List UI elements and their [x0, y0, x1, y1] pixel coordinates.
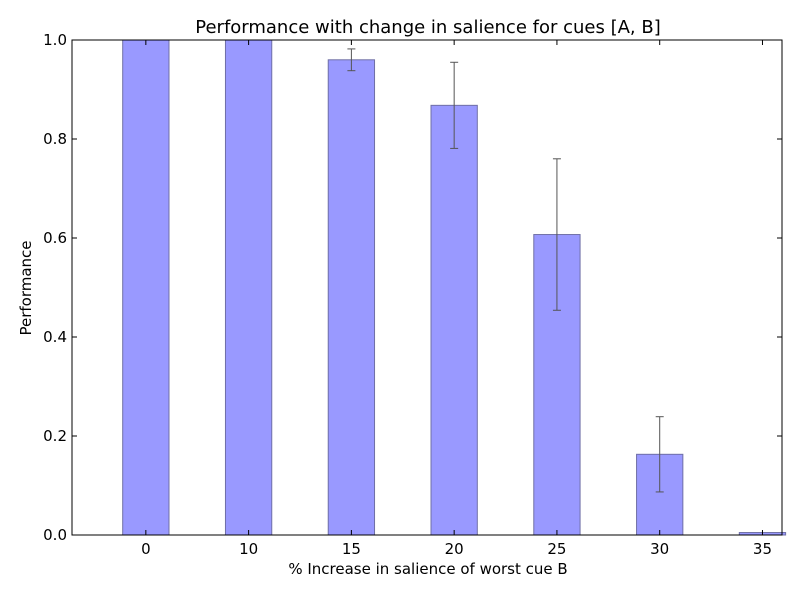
- error-bar-20: [450, 61, 459, 149]
- y-tick-label-0.8: 0.8: [43, 130, 67, 148]
- plot-area: [122, 39, 787, 536]
- plot-frame: [71, 39, 783, 536]
- y-tick-label-0.4: 0.4: [43, 328, 67, 346]
- y-tick-label-0.2: 0.2: [43, 427, 67, 445]
- y-axis-title: Performance: [17, 240, 35, 335]
- bar-15: [327, 59, 376, 536]
- bar-0: [122, 39, 170, 536]
- x-tick-label-0: 0: [141, 540, 151, 558]
- chart-title: Performance with change in salience for …: [195, 17, 660, 38]
- error-bar-30: [655, 416, 664, 493]
- x-tick-label-15: 15: [342, 540, 361, 558]
- x-tick-label-30: 30: [650, 540, 669, 558]
- x-axis: 0 10 15 20 25 30 35: [141, 40, 772, 558]
- y-tick-label-0.0: 0.0: [43, 526, 67, 544]
- x-tick-label-10: 10: [239, 540, 258, 558]
- y-tick-label-1.0: 1.0: [43, 31, 67, 49]
- error-bar-15: [347, 48, 356, 72]
- x-axis-title: % Increase in salience of worst cue B: [288, 560, 567, 578]
- x-tick-label-20: 20: [445, 540, 464, 558]
- x-tick-label-25: 25: [547, 540, 566, 558]
- bar-10: [224, 39, 273, 536]
- x-tick-label-35: 35: [753, 540, 772, 558]
- bar-20: [430, 104, 478, 536]
- y-axis: 0.0 0.2 0.4 0.6 0.8 1.0: [43, 31, 782, 544]
- error-bar-25: [552, 158, 561, 311]
- y-tick-label-0.6: 0.6: [43, 229, 67, 247]
